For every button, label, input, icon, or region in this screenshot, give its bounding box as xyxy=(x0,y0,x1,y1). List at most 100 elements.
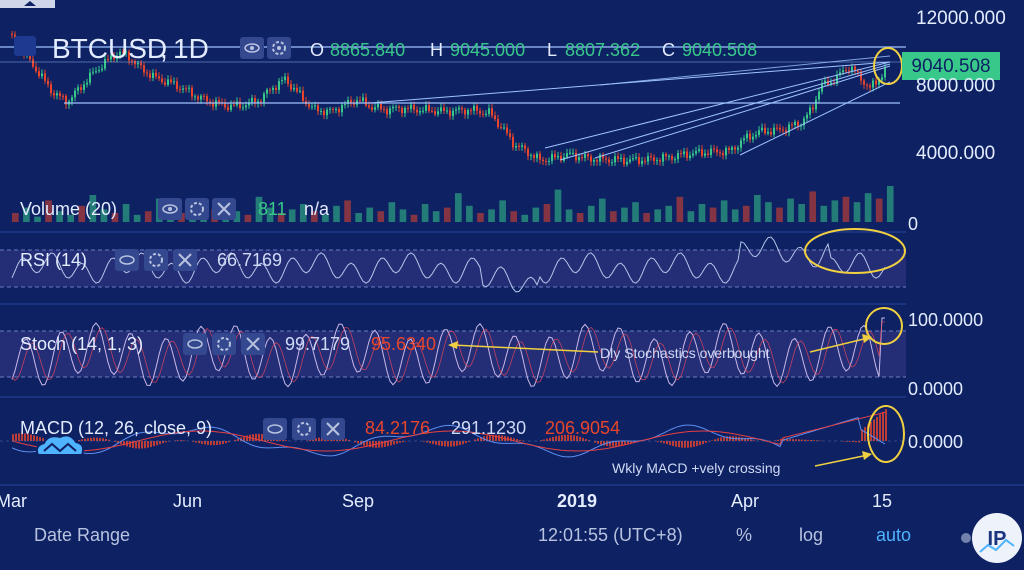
candle xyxy=(359,96,361,104)
trendline xyxy=(599,55,891,86)
macd-hist-bar xyxy=(798,439,800,441)
candle xyxy=(182,84,184,94)
macd-hist-bar xyxy=(744,438,746,441)
macd-hist-bar xyxy=(318,437,320,441)
macd-hist-value: 84.2176 xyxy=(365,418,430,438)
volume-bar xyxy=(23,207,30,222)
candle xyxy=(701,145,703,158)
date-range-button[interactable]: Date Range xyxy=(34,525,130,545)
volume-bar xyxy=(587,205,595,222)
candle xyxy=(446,106,448,115)
volume-bar xyxy=(266,207,274,222)
eye-icon[interactable] xyxy=(183,333,207,355)
macd-hist-bar xyxy=(195,441,197,443)
gear-icon[interactable] xyxy=(961,533,971,543)
candle xyxy=(791,122,793,130)
macd-hist-bar xyxy=(204,441,206,445)
candle xyxy=(758,126,760,138)
eye-icon[interactable] xyxy=(240,37,264,59)
stoch-label: Stoch (14, 1, 3) xyxy=(20,334,143,354)
interval-label: 1D xyxy=(173,33,209,64)
macd-hist-bar xyxy=(252,434,254,441)
candle xyxy=(629,155,631,164)
volume-bar xyxy=(12,213,19,222)
candle xyxy=(578,153,580,164)
time-axis[interactable]: Mar Jun Sep 2019 Apr 15 xyxy=(0,491,892,511)
candle xyxy=(293,83,295,92)
candle xyxy=(422,106,424,114)
candle xyxy=(776,123,778,131)
candle xyxy=(626,157,628,167)
close-icon[interactable] xyxy=(173,249,197,271)
macd-hist-bar xyxy=(573,435,575,441)
eye-icon[interactable] xyxy=(158,198,182,220)
macd-hist-bar xyxy=(207,441,209,445)
close-icon[interactable] xyxy=(321,418,345,440)
candle xyxy=(677,150,679,164)
candle xyxy=(794,119,796,130)
stoch-annotation: Dly Stochastics overbought xyxy=(600,345,770,361)
eye-icon[interactable] xyxy=(263,418,287,440)
macd-hist-bar xyxy=(582,437,584,441)
macd-hist-bar xyxy=(237,438,239,441)
macd-hist-bar xyxy=(576,435,578,441)
gear-icon[interactable] xyxy=(267,37,291,59)
candle xyxy=(290,79,292,93)
candle xyxy=(860,69,862,85)
cloud-icon[interactable] xyxy=(35,434,85,456)
price-axis[interactable]: 12000.000 8000.000 4000.000 xyxy=(916,8,1006,164)
candle xyxy=(365,93,367,108)
macd-hist-bar xyxy=(438,441,440,446)
macd-hist-bar xyxy=(552,437,554,441)
annotation-arrow xyxy=(809,337,869,353)
volume-bar xyxy=(255,196,263,222)
candle xyxy=(266,87,268,98)
candle xyxy=(728,145,730,155)
macd-hist-bar xyxy=(21,433,23,441)
gear-icon[interactable] xyxy=(212,333,236,355)
candle xyxy=(155,68,157,80)
macd-hist-bar xyxy=(15,433,17,441)
macd-hist-bar xyxy=(108,439,110,441)
symbol-marker xyxy=(14,36,36,56)
volume-bar xyxy=(521,214,529,222)
candle xyxy=(287,72,289,87)
candle xyxy=(353,99,355,108)
candle xyxy=(248,98,250,109)
macd-hist-bar xyxy=(234,439,236,441)
macd-hist-bar xyxy=(444,441,446,447)
macd-hist-bar xyxy=(459,441,461,446)
gear-icon[interactable] xyxy=(185,198,209,220)
volume-bar xyxy=(598,198,606,222)
macd-hist-bar xyxy=(849,441,851,442)
candle xyxy=(179,85,181,93)
candle xyxy=(512,133,514,151)
gear-icon[interactable] xyxy=(292,418,316,440)
candle xyxy=(659,157,661,166)
macd-hist-bar xyxy=(435,441,437,445)
candle xyxy=(476,102,478,115)
macd-hist-bar xyxy=(546,438,548,441)
eye-icon[interactable] xyxy=(115,249,139,271)
macd-hist-bar xyxy=(543,439,545,441)
close-icon[interactable] xyxy=(212,198,236,220)
candle xyxy=(143,62,145,77)
macd-hist-bar xyxy=(78,439,80,441)
candle xyxy=(38,67,40,79)
macd-hist-bar xyxy=(387,441,389,447)
volume-bar xyxy=(233,211,241,222)
candle xyxy=(503,123,505,130)
gear-icon[interactable] xyxy=(144,249,168,271)
candle xyxy=(641,156,643,167)
close-icon[interactable] xyxy=(241,333,265,355)
percent-toggle[interactable]: % xyxy=(736,525,752,545)
time-tick-label: Apr xyxy=(731,491,759,511)
time-tick-label: Sep xyxy=(342,491,374,511)
auto-toggle[interactable]: auto xyxy=(876,525,911,545)
log-toggle[interactable]: log xyxy=(799,525,823,545)
macd-hist-bar xyxy=(117,441,119,444)
candle xyxy=(488,104,490,117)
macd-hist-bar xyxy=(711,440,713,441)
candle xyxy=(404,105,406,118)
